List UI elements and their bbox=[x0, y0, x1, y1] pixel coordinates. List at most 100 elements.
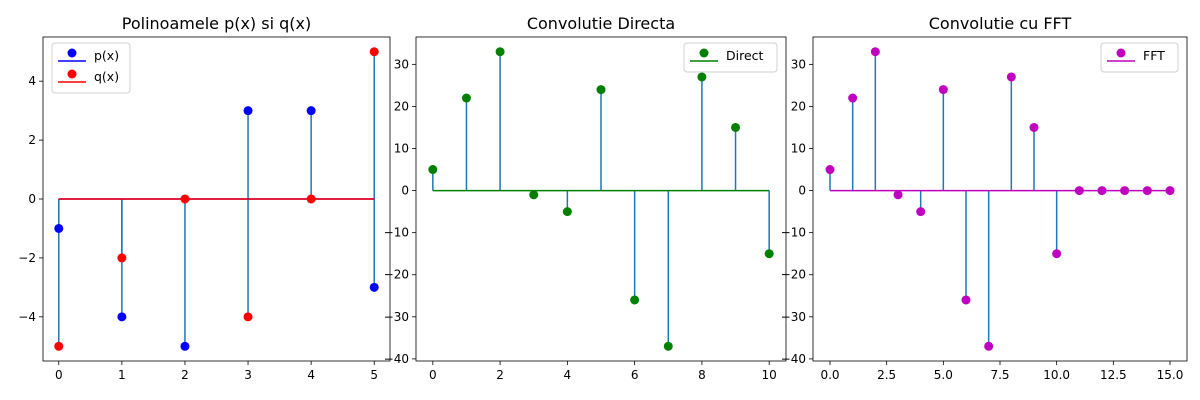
chart-panel-1: Polinoamele p(x) si q(x) 0 1 2 3 4 5 −4 −2 0 2 4 p(x… bbox=[18, 14, 391, 382]
data-point-marker bbox=[697, 72, 707, 82]
x-tick-label: 1 bbox=[118, 368, 126, 382]
y-tick-label: −10 bbox=[384, 226, 409, 240]
legend-marker bbox=[1116, 48, 1126, 58]
data-point-marker bbox=[630, 295, 640, 305]
legend-label: FFT bbox=[1143, 48, 1165, 63]
legend-box bbox=[1100, 42, 1179, 73]
y-tick-label: 30 bbox=[791, 57, 806, 71]
y-tick-label: −40 bbox=[781, 352, 806, 366]
data-point-marker bbox=[428, 165, 438, 175]
y-tick-label: 10 bbox=[394, 142, 409, 156]
y-tick-label: 0 bbox=[401, 184, 409, 198]
data-point-marker bbox=[243, 312, 253, 322]
y-tick-label: −20 bbox=[781, 268, 806, 282]
x-tick-label: 2.5 bbox=[877, 368, 896, 382]
x-tick-label: 10.0 bbox=[1043, 368, 1070, 382]
y-tick-label: −4 bbox=[18, 310, 36, 324]
data-point-marker bbox=[243, 106, 253, 116]
data-point-marker bbox=[1029, 122, 1039, 132]
data-point-marker bbox=[117, 253, 127, 263]
y-tick-label: 0 bbox=[28, 192, 36, 206]
y-tick-label: 20 bbox=[791, 99, 806, 113]
y-tick-label: 2 bbox=[28, 133, 36, 147]
data-point-marker bbox=[870, 47, 880, 57]
x-tick-label: 4 bbox=[564, 368, 572, 382]
x-tick-label: 0 bbox=[429, 368, 437, 382]
y-tick-label: 30 bbox=[394, 57, 409, 71]
data-point-marker bbox=[180, 341, 190, 351]
data-point-marker bbox=[1052, 249, 1062, 259]
legend-marker bbox=[67, 69, 77, 79]
chart-title: Convolutie cu FFT bbox=[929, 14, 1072, 33]
legend: p(x) q(x) bbox=[51, 42, 131, 94]
data-point-marker bbox=[495, 47, 505, 57]
chart-panel-3: Convolutie cu FFT 0.0 2.5 5.0 7.5 10.0 12.5 15.… bbox=[781, 14, 1188, 382]
data-point-marker bbox=[893, 190, 903, 200]
x-tick-label: 12.5 bbox=[1100, 368, 1127, 382]
legend-label: p(x) bbox=[94, 48, 119, 63]
x-tick-label: 8 bbox=[698, 368, 706, 382]
x-tick-label: 4 bbox=[307, 368, 315, 382]
data-point-marker bbox=[1006, 72, 1016, 82]
data-point-marker bbox=[1074, 186, 1084, 196]
data-point-marker bbox=[562, 207, 572, 217]
legend: FFT bbox=[1100, 42, 1179, 73]
legend-marker bbox=[699, 48, 709, 58]
legend-label: Direct bbox=[726, 48, 764, 63]
data-point-marker bbox=[938, 85, 948, 95]
data-point-marker bbox=[961, 295, 971, 305]
y-tick-label: −10 bbox=[781, 226, 806, 240]
x-tick-label: 0 bbox=[55, 368, 63, 382]
y-tick-label: 10 bbox=[791, 142, 806, 156]
chart-title: Convolutie Directa bbox=[527, 14, 675, 33]
x-tick-label: 3 bbox=[244, 368, 252, 382]
x-tick-label: 0.0 bbox=[820, 368, 839, 382]
x-tick-label: 6 bbox=[631, 368, 639, 382]
data-point-marker bbox=[1120, 186, 1130, 196]
data-point-marker bbox=[180, 194, 190, 204]
data-point-marker bbox=[916, 207, 926, 217]
data-point-marker bbox=[306, 194, 316, 204]
data-point-marker bbox=[984, 341, 994, 351]
x-tick-label: 5 bbox=[370, 368, 378, 382]
data-point-marker bbox=[1142, 186, 1152, 196]
y-tick-label: −2 bbox=[18, 251, 36, 265]
y-tick-label: −30 bbox=[781, 310, 806, 324]
y-tick-label: −30 bbox=[384, 310, 409, 324]
y-tick-label: 20 bbox=[394, 99, 409, 113]
data-point-marker bbox=[54, 223, 64, 233]
data-point-marker bbox=[54, 341, 64, 351]
data-point-marker bbox=[306, 106, 316, 116]
chart-title: Polinoamele p(x) si q(x) bbox=[122, 14, 311, 33]
data-point-marker bbox=[848, 93, 858, 103]
data-point-marker bbox=[117, 312, 127, 322]
data-point-marker bbox=[1097, 186, 1107, 196]
x-tick-label: 2 bbox=[181, 368, 189, 382]
data-point-marker bbox=[369, 282, 379, 292]
plot-area bbox=[813, 37, 1187, 361]
data-point-marker bbox=[825, 165, 835, 175]
axes-frame bbox=[415, 36, 787, 362]
legend-marker bbox=[67, 48, 77, 58]
chart-panel-2: Convolutie Directa 0 2 4 6 8 10 −40 −30 −20 −10 0 10… bbox=[384, 14, 787, 382]
y-tick-label: −20 bbox=[384, 268, 409, 282]
axes-frame bbox=[812, 36, 1188, 362]
legend-label: q(x) bbox=[94, 69, 119, 84]
y-tick-label: −40 bbox=[384, 352, 409, 366]
x-tick-label: 5.0 bbox=[934, 368, 953, 382]
x-tick-label: 10 bbox=[762, 368, 777, 382]
y-tick-label: 4 bbox=[28, 74, 36, 88]
data-point-marker bbox=[529, 190, 539, 200]
x-tick-label: 15.0 bbox=[1157, 368, 1184, 382]
data-point-marker bbox=[461, 93, 471, 103]
x-tick-label: 2 bbox=[496, 368, 504, 382]
data-point-marker bbox=[764, 249, 774, 259]
legend: Direct bbox=[683, 42, 778, 73]
data-point-marker bbox=[731, 122, 741, 132]
data-point-marker bbox=[369, 47, 379, 57]
data-point-marker bbox=[1165, 186, 1175, 196]
axes-frame bbox=[42, 36, 391, 362]
y-tick-label: 0 bbox=[798, 184, 806, 198]
data-point-marker bbox=[596, 85, 606, 95]
